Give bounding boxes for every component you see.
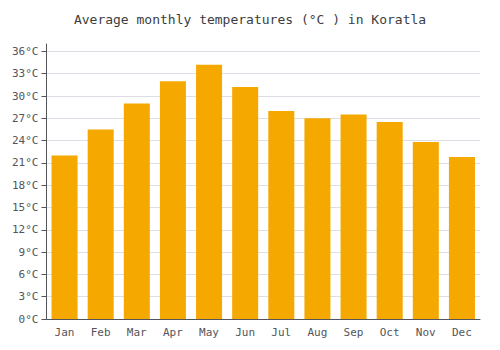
svg-text:Jun: Jun bbox=[235, 326, 255, 339]
svg-text:Nov: Nov bbox=[416, 326, 436, 339]
svg-text:30°C: 30°C bbox=[12, 90, 39, 103]
svg-text:Mar: Mar bbox=[127, 326, 147, 339]
svg-text:9°C: 9°C bbox=[19, 246, 39, 259]
svg-text:Jul: Jul bbox=[271, 326, 291, 339]
svg-text:33°C: 33°C bbox=[12, 67, 39, 80]
svg-text:Dec: Dec bbox=[452, 326, 472, 339]
svg-text:Oct: Oct bbox=[380, 326, 400, 339]
svg-text:Apr: Apr bbox=[163, 326, 183, 339]
svg-text:27°C: 27°C bbox=[12, 112, 39, 125]
svg-text:6°C: 6°C bbox=[19, 268, 39, 281]
svg-text:18°C: 18°C bbox=[12, 179, 39, 192]
svg-text:Aug: Aug bbox=[307, 326, 327, 339]
svg-text:3°C: 3°C bbox=[19, 290, 39, 303]
svg-text:24°C: 24°C bbox=[12, 134, 39, 147]
svg-text:Feb: Feb bbox=[91, 326, 111, 339]
svg-text:15°C: 15°C bbox=[12, 201, 39, 214]
svg-text:36°C: 36°C bbox=[12, 45, 39, 58]
svg-text:Sep: Sep bbox=[344, 326, 364, 339]
svg-text:May: May bbox=[199, 326, 219, 339]
svg-text:Average monthly temperatures (: Average monthly temperatures (°C ) in Ko… bbox=[74, 12, 426, 27]
svg-text:12°C: 12°C bbox=[12, 223, 39, 236]
svg-text:Jan: Jan bbox=[55, 326, 75, 339]
svg-text:0°C: 0°C bbox=[19, 313, 39, 326]
svg-text:21°C: 21°C bbox=[12, 156, 39, 169]
